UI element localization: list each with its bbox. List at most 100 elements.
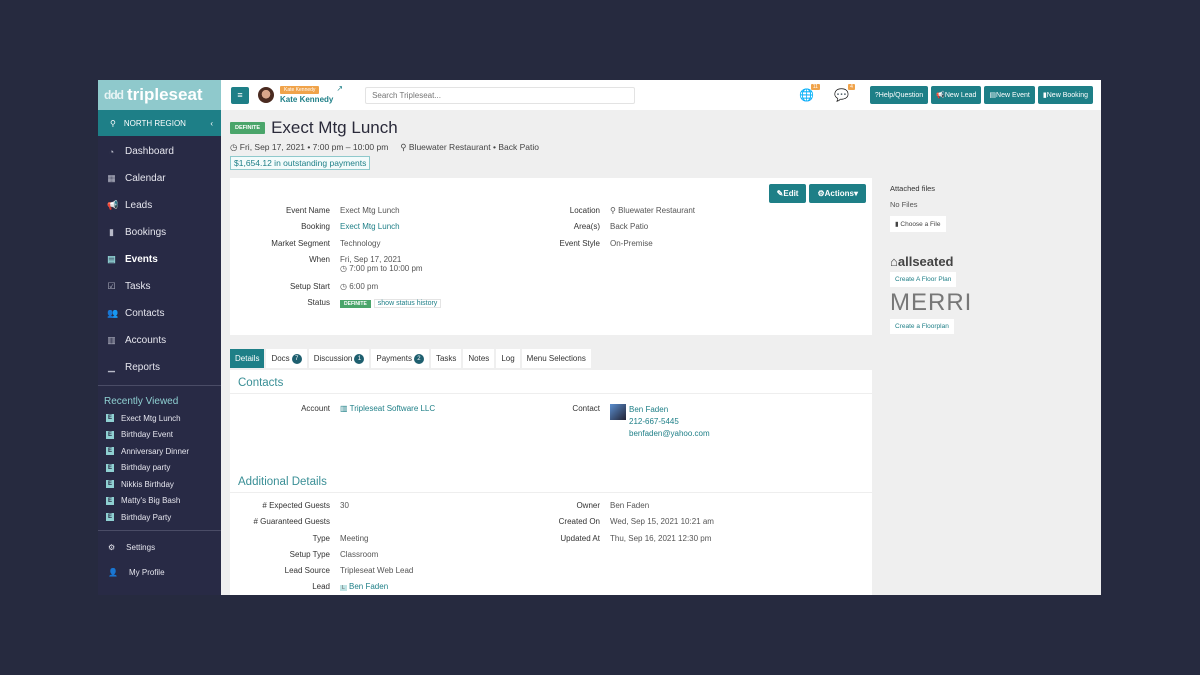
lead-link[interactable]: Ben Faden [349, 582, 389, 592]
contact-phone-link[interactable]: 212-667-5445 [629, 417, 679, 426]
sidebar-item-accounts[interactable]: ▥ Accounts [98, 327, 221, 354]
tab-label: Details [235, 354, 260, 363]
status-badge: DEFINITE [230, 122, 266, 134]
tab-log[interactable]: Log [496, 349, 520, 368]
recently-viewed-item[interactable]: E Nikkis Birthday [98, 476, 221, 493]
sidebar-item-settings[interactable]: ⚙ Settings [98, 535, 221, 560]
sidebar-item-calendar[interactable]: ▦ Calendar [98, 165, 221, 192]
recently-viewed-item[interactable]: E Exect Mtg Lunch [98, 410, 221, 427]
sidebar-item-events[interactable]: ▤ Events [98, 246, 221, 273]
additional-fields-left: # Expected Guests 30 # Guaranteed Guests Ty… [230, 501, 413, 595]
help-question-button[interactable]: ? Help/Question [869, 86, 929, 104]
field-label: Booking [301, 222, 330, 232]
new-booking-button[interactable]: ▮ New Booking [1037, 86, 1093, 104]
user-tag: Kate Kennedy [280, 86, 320, 94]
field-row: Created On Wed, Sep 15, 2021 10:21 am [530, 517, 714, 533]
field-value: Classroom [340, 549, 379, 559]
outstanding-payments-link[interactable]: $1,654.12 in outstanding payments [230, 156, 371, 170]
field-value: Thu, Sep 16, 2021 12:30 pm [610, 533, 712, 543]
account-link[interactable]: ▥ Tripleseat Software LLC [340, 404, 436, 413]
tab-menu-selections[interactable]: Menu Selections [521, 349, 591, 368]
region-label: NORTH REGION [123, 118, 186, 128]
sidebar-item-dashboard[interactable]: ◔ Dashboard [98, 138, 221, 165]
sidebar-item-leads[interactable]: 📢 Leads [98, 192, 221, 219]
divider [98, 385, 221, 386]
chevron-left-icon[interactable]: ‹ [210, 118, 213, 128]
recently-viewed-item[interactable]: E Birthday party [98, 460, 221, 477]
tripleseat-logo[interactable]: ddd tripleseat [98, 80, 221, 110]
external-link-icon[interactable]: ↗ [336, 84, 344, 93]
recent-item-label: Birthday party [121, 463, 171, 473]
sidebar-item-label: Events [125, 254, 158, 265]
region-selector[interactable]: ⚲ NORTH REGION ‹ [98, 110, 221, 136]
tab-discussion[interactable]: Discussion 1 [308, 349, 370, 368]
field-value: Back Patio [610, 222, 649, 232]
tab-details[interactable]: Details [230, 349, 265, 368]
field-row: Updated At Thu, Sep 16, 2021 12:30 pm [530, 534, 714, 550]
create-floorplan-button[interactable]: Create a Floorplan [890, 319, 954, 334]
edit-button[interactable]: ✎ Edit [768, 184, 807, 203]
new-lead-button[interactable]: 📢 New Lead [931, 86, 982, 104]
calendar-icon: ▦ [107, 173, 116, 183]
user-name[interactable]: Kate Kennedy [280, 95, 334, 104]
tab-payments[interactable]: Payments 2 [371, 349, 429, 368]
recently-viewed-item[interactable]: E Birthday Party [98, 509, 221, 526]
field-value: Bluewater Restaurant [618, 206, 696, 215]
hamburger-menu-button[interactable]: ≡ [231, 86, 249, 104]
divider [98, 529, 221, 531]
new-event-button[interactable]: ▤ New Event [984, 86, 1035, 104]
recently-viewed-item[interactable]: E Matty's Big Bash [98, 493, 221, 510]
field-row: Area(s) Back Patio [530, 222, 695, 238]
sidebar-item-reports[interactable]: ▁ Reports [98, 354, 221, 381]
globe-notification-icon[interactable]: 🌐 11 [798, 84, 820, 102]
chart-icon: ▁ [108, 362, 115, 372]
choose-file-button[interactable]: ▮ Choose a File [890, 216, 946, 232]
field-value: Technology [340, 238, 381, 248]
sidebar-item-label: Calendar [125, 173, 166, 184]
allseated-logo: ⌂allseated [890, 254, 954, 269]
sidebar-item-contacts[interactable]: 👥 Contacts [98, 300, 221, 327]
megaphone-icon: 📢 [107, 200, 119, 210]
user-info[interactable]: Kate Kennedy Kate Kennedy [280, 86, 333, 104]
actions-label: Actions [824, 189, 854, 198]
recent-item-label: Birthday Event [121, 430, 174, 440]
tab-docs[interactable]: Docs 7 [266, 349, 307, 368]
contact-name-link[interactable]: Ben Faden [629, 405, 669, 414]
sidebar-item-label: Reports [125, 362, 161, 373]
sidebar-item-my-profile[interactable]: 👤 My Profile [98, 560, 221, 585]
bookmark-icon: ▮ [109, 227, 114, 237]
recently-viewed-item[interactable]: E Anniversary Dinner [98, 443, 221, 460]
field-label: Area(s) [573, 222, 600, 232]
field-label: Owner [576, 501, 600, 510]
field-row: Market Segment Technology [230, 239, 441, 255]
tab-count-badge: 2 [413, 353, 424, 364]
field-value: 30 [340, 501, 349, 510]
tab-tasks[interactable]: Tasks [430, 349, 462, 368]
event-icon: ▤ [107, 254, 116, 264]
field-row: Type Meeting [230, 534, 413, 550]
show-status-history-link[interactable]: show status history [373, 299, 442, 309]
recently-viewed-item[interactable]: E Birthday Event [98, 427, 221, 444]
search-input[interactable] [365, 86, 636, 104]
field-label: # Expected Guests [262, 501, 330, 510]
event-icon: E [106, 447, 114, 456]
create-floor-plan-button[interactable]: Create A Floor Plan [890, 272, 957, 287]
contact-email-link[interactable]: benfaden@yahoo.com [629, 429, 710, 438]
field-row: # Expected Guests 30 [230, 501, 413, 517]
tab-notes[interactable]: Notes [463, 349, 495, 368]
sidebar-item-bookings[interactable]: ▮ Bookings [98, 219, 221, 246]
profile-label: My Profile [128, 567, 165, 577]
building-icon: ▥ [107, 335, 116, 345]
actions-dropdown[interactable]: ⚙ Actions ▾ [809, 184, 866, 203]
field-value: Meeting [340, 533, 369, 543]
avatar[interactable] [258, 87, 274, 103]
booking-link[interactable]: Exect Mtg Lunch [340, 222, 400, 232]
sidebar-item-label: Leads [125, 200, 153, 211]
settings-label: Settings [126, 542, 156, 552]
recent-item-label: Birthday Party [121, 512, 172, 522]
field-label: Type [312, 533, 330, 543]
sidebar-item-tasks[interactable]: ☑ Tasks [98, 273, 221, 300]
chat-notification-icon[interactable]: 💬 4 [833, 84, 855, 102]
event-icon: E [106, 430, 114, 439]
